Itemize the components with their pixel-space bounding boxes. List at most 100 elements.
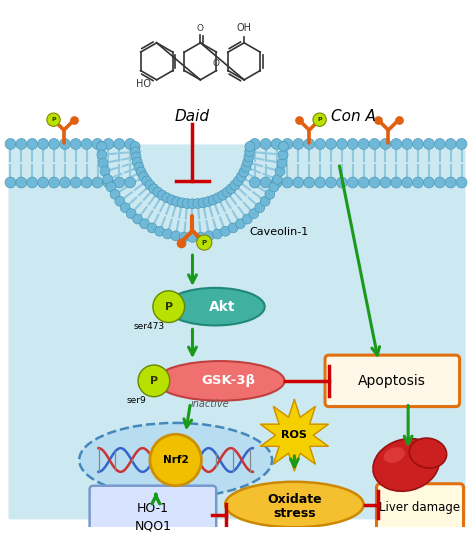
- Ellipse shape: [225, 482, 364, 527]
- Text: NQO1: NQO1: [135, 520, 172, 533]
- Ellipse shape: [156, 361, 284, 401]
- Circle shape: [126, 209, 136, 219]
- FancyBboxPatch shape: [9, 144, 465, 519]
- Circle shape: [203, 197, 213, 207]
- Circle shape: [412, 177, 423, 188]
- Circle shape: [241, 162, 251, 172]
- Circle shape: [226, 184, 236, 194]
- Circle shape: [347, 139, 358, 149]
- Circle shape: [222, 187, 232, 197]
- Circle shape: [315, 177, 326, 188]
- Circle shape: [153, 187, 163, 197]
- Circle shape: [59, 177, 70, 188]
- Circle shape: [369, 139, 380, 149]
- Circle shape: [380, 139, 391, 149]
- Circle shape: [273, 174, 283, 184]
- FancyBboxPatch shape: [90, 486, 216, 533]
- Circle shape: [142, 176, 152, 186]
- Circle shape: [163, 229, 173, 239]
- Circle shape: [347, 177, 358, 188]
- Polygon shape: [261, 400, 328, 471]
- Circle shape: [260, 196, 270, 206]
- Circle shape: [249, 177, 260, 188]
- Text: inactive: inactive: [191, 399, 229, 409]
- Text: ser473: ser473: [133, 322, 164, 331]
- Circle shape: [293, 177, 304, 188]
- Circle shape: [293, 139, 304, 149]
- Circle shape: [337, 139, 347, 149]
- Circle shape: [172, 197, 182, 207]
- Circle shape: [120, 203, 130, 213]
- Text: OH: OH: [237, 23, 252, 33]
- Circle shape: [59, 139, 70, 149]
- Circle shape: [193, 199, 203, 208]
- Circle shape: [213, 193, 223, 203]
- Circle shape: [103, 174, 112, 184]
- Circle shape: [208, 195, 218, 205]
- Ellipse shape: [409, 438, 447, 468]
- Circle shape: [134, 162, 144, 172]
- Circle shape: [133, 214, 143, 224]
- Circle shape: [103, 177, 114, 188]
- Text: HO-1: HO-1: [137, 502, 169, 515]
- Circle shape: [16, 177, 27, 188]
- Circle shape: [136, 167, 146, 177]
- Circle shape: [157, 190, 167, 200]
- Circle shape: [70, 177, 81, 188]
- Circle shape: [48, 177, 59, 188]
- Circle shape: [16, 139, 27, 149]
- Circle shape: [167, 195, 177, 205]
- Circle shape: [337, 177, 347, 188]
- Circle shape: [47, 113, 60, 126]
- Circle shape: [243, 157, 253, 167]
- Circle shape: [197, 235, 212, 250]
- Circle shape: [445, 177, 456, 188]
- Circle shape: [153, 291, 184, 322]
- Circle shape: [98, 158, 108, 168]
- Circle shape: [204, 231, 214, 241]
- Circle shape: [434, 139, 445, 149]
- Circle shape: [369, 177, 380, 188]
- Circle shape: [188, 199, 198, 209]
- Circle shape: [230, 180, 240, 190]
- Circle shape: [198, 198, 208, 208]
- Circle shape: [139, 172, 149, 182]
- Circle shape: [260, 177, 271, 188]
- Circle shape: [391, 177, 401, 188]
- Circle shape: [245, 147, 255, 157]
- Circle shape: [313, 113, 326, 126]
- Circle shape: [326, 139, 337, 149]
- Circle shape: [279, 141, 289, 151]
- Circle shape: [401, 139, 412, 149]
- Circle shape: [81, 177, 92, 188]
- Text: stress: stress: [273, 507, 316, 520]
- Text: P: P: [150, 376, 158, 386]
- Circle shape: [150, 434, 201, 486]
- Circle shape: [304, 177, 315, 188]
- Circle shape: [237, 172, 246, 182]
- Circle shape: [218, 190, 228, 200]
- Text: Nrf2: Nrf2: [163, 455, 189, 465]
- Circle shape: [212, 229, 222, 239]
- Circle shape: [282, 139, 293, 149]
- Circle shape: [249, 139, 260, 149]
- Circle shape: [242, 214, 252, 224]
- Text: P: P: [202, 239, 207, 246]
- Circle shape: [282, 177, 293, 188]
- Circle shape: [380, 177, 391, 188]
- Circle shape: [115, 196, 125, 206]
- Circle shape: [260, 139, 271, 149]
- Circle shape: [92, 177, 103, 188]
- Circle shape: [220, 227, 230, 236]
- Circle shape: [81, 139, 92, 149]
- Circle shape: [265, 189, 275, 199]
- Circle shape: [106, 182, 116, 192]
- Text: Caveolin-1: Caveolin-1: [250, 228, 309, 238]
- Circle shape: [401, 177, 412, 188]
- Circle shape: [37, 139, 48, 149]
- Circle shape: [110, 189, 120, 199]
- Circle shape: [423, 139, 434, 149]
- Circle shape: [244, 152, 254, 162]
- Circle shape: [196, 232, 206, 242]
- Circle shape: [5, 139, 16, 149]
